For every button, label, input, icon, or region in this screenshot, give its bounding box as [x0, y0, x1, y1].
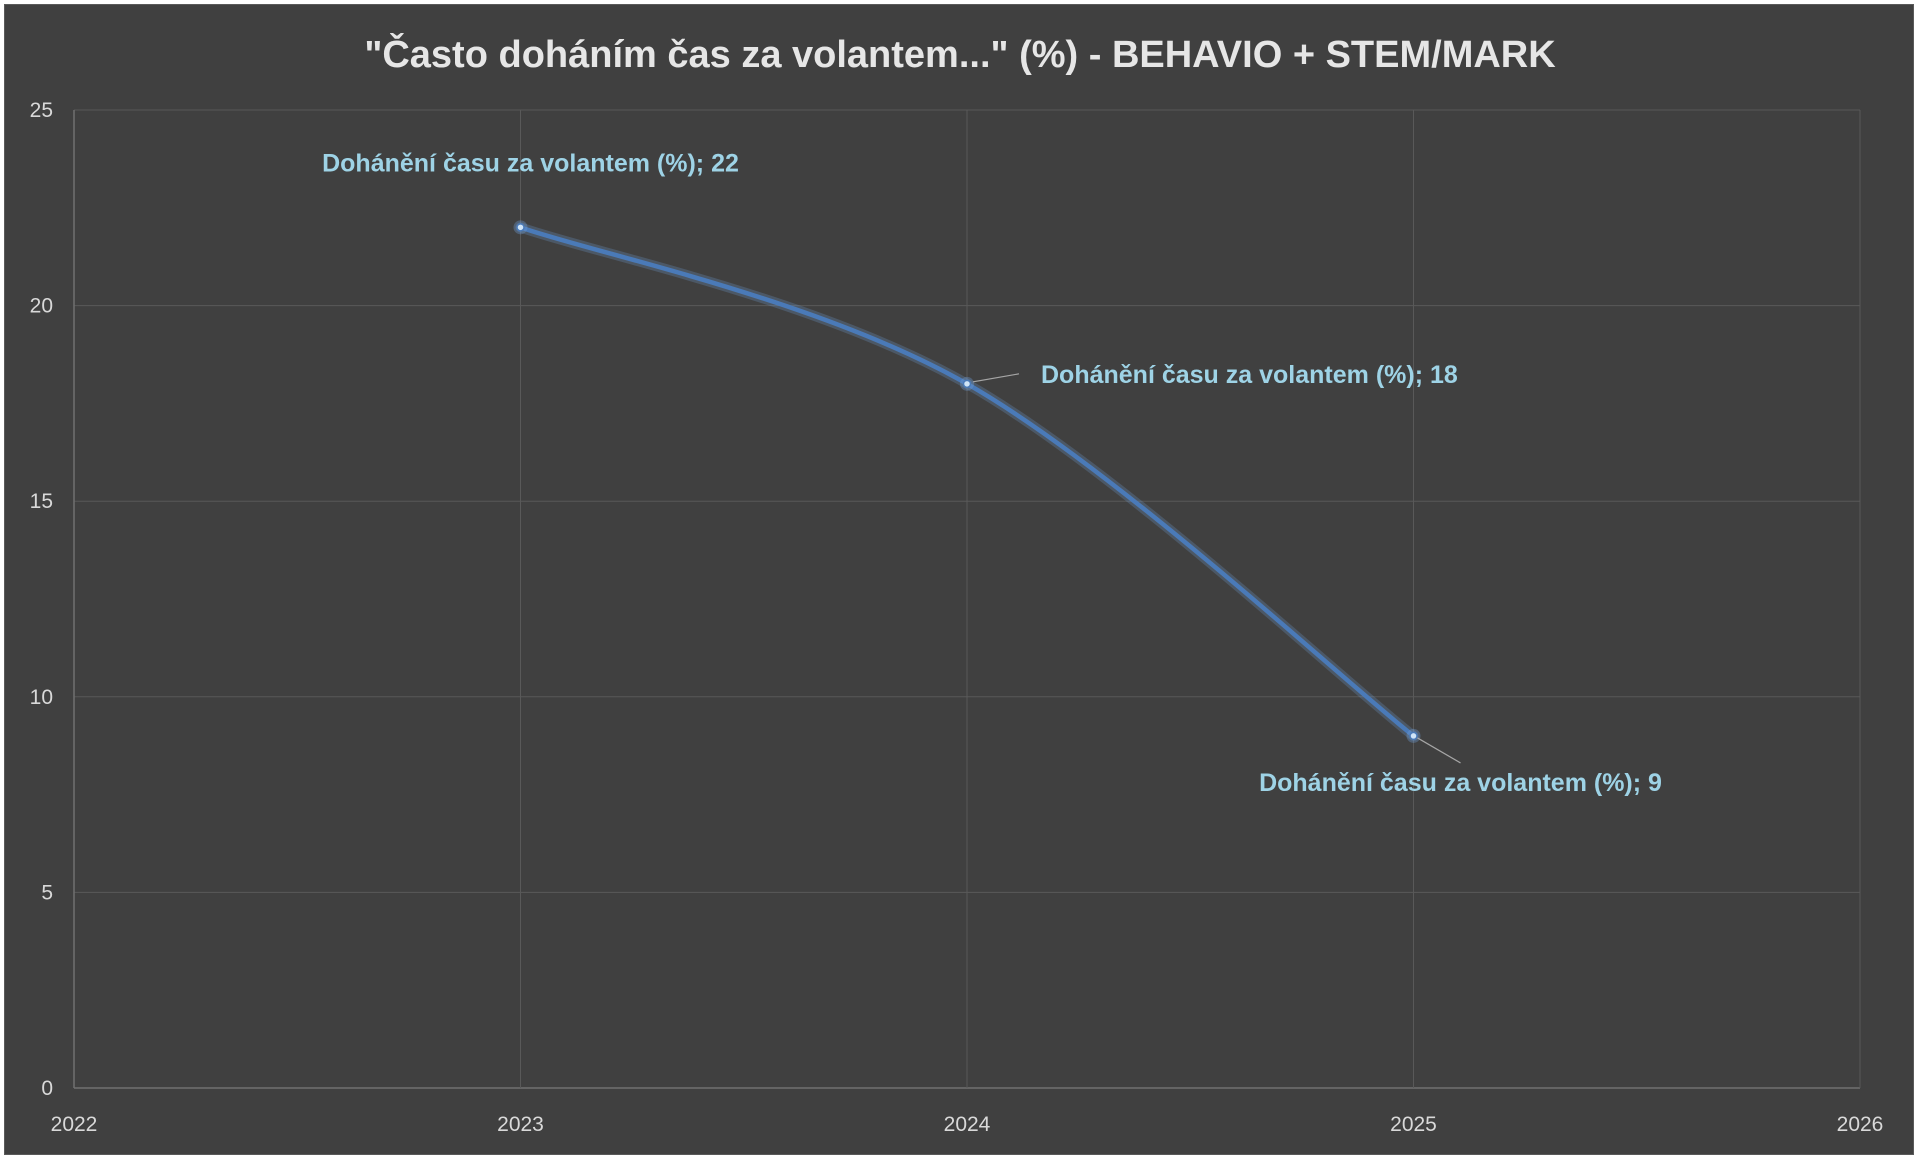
x-tick-label: 2026	[1837, 1113, 1884, 1136]
data-label: Dohánění času za volantem (%); 18	[1041, 361, 1458, 389]
x-tick-label: 2025	[1390, 1113, 1437, 1136]
grid	[73, 109, 1861, 1089]
y-tick-label: 20	[30, 295, 53, 318]
data-point	[1409, 731, 1418, 741]
data-point	[516, 223, 525, 232]
y-tick-label: 0	[41, 1077, 53, 1100]
x-tick-label: 2024	[944, 1113, 991, 1136]
y-tick-label: 15	[30, 490, 53, 513]
data-label: Dohánění času za volantem (%); 9	[1259, 769, 1662, 797]
chart-area: "Často doháním čas za volantem..." (%) -…	[4, 4, 1914, 1155]
y-tick-label: 10	[30, 686, 53, 709]
y-tick-label: 5	[41, 881, 53, 904]
x-tick-label: 2023	[497, 1113, 544, 1136]
data-label-leader	[972, 373, 1020, 383]
data-label: Dohánění času za volantem (%); 22	[322, 149, 739, 177]
data-point	[962, 379, 972, 389]
series	[513, 220, 1421, 743]
x-tick-label: 2022	[51, 1113, 98, 1136]
line-chart: "Často doháním čas za volantem..." (%) -…	[30, 31, 1884, 1136]
data-labels: Dohánění času za volantem (%); 22 Doháněn…	[322, 149, 1662, 797]
chart-title: "Často doháním čas za volantem..." (%) -…	[364, 31, 1556, 76]
data-label-leader	[1417, 737, 1461, 764]
y-tick-label: 25	[30, 99, 53, 122]
